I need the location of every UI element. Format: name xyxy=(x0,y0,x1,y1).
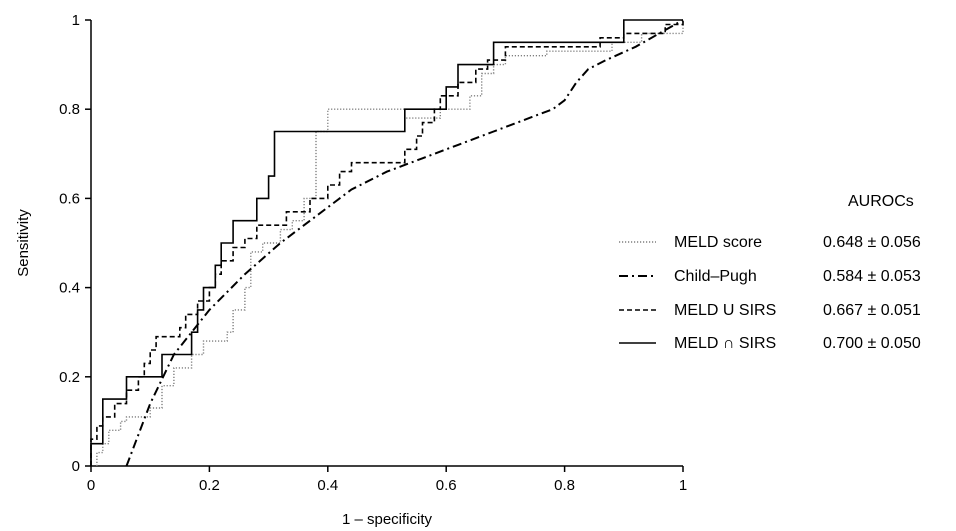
series-line-meld-sirs xyxy=(90,19,683,466)
legend-label: MELD score xyxy=(674,234,762,251)
axes xyxy=(90,20,683,467)
x-tick-label: 0.6 xyxy=(436,477,457,494)
legend-label: Child–Pugh xyxy=(674,268,757,285)
y-tick-label: 0.8 xyxy=(59,101,80,118)
legend-auroc-value: 0.648 ± 0.056 xyxy=(823,234,921,251)
series-line-meld-u-sirs xyxy=(90,20,684,466)
legend: AUROCs MELD score 0.648 ± 0.056 Child–Pugh 0… xyxy=(619,193,921,352)
ticks: 0 0.2 0.4 0.6 0.8 1 0 0.2 0.4 0.6 0.8 1 xyxy=(59,12,687,494)
x-tick-label: 0.8 xyxy=(554,477,575,494)
series-line-child-pugh xyxy=(125,19,684,467)
legend-auroc-value: 0.700 ± 0.050 xyxy=(823,335,921,352)
y-tick-label: 0.2 xyxy=(59,369,80,386)
x-tick-label: 0.2 xyxy=(199,477,220,494)
y-tick-label: 0.4 xyxy=(59,280,80,297)
legend-auroc-value: 0.584 ± 0.053 xyxy=(823,268,921,285)
series-group xyxy=(90,19,684,467)
y-tick-label: 0.6 xyxy=(59,190,80,207)
y-tick-label: 0 xyxy=(72,458,80,475)
legend-label: MELD ∩ SIRS xyxy=(674,335,776,352)
legend-auroc-value: 0.667 ± 0.051 xyxy=(823,302,921,319)
legend-title: AUROCs xyxy=(848,193,914,210)
x-tick-label: 1 xyxy=(679,477,687,494)
x-tick-label: 0.4 xyxy=(317,477,338,494)
x-tick-label: 0 xyxy=(87,477,95,494)
legend-label: MELD U SIRS xyxy=(674,302,776,319)
x-axis-title: 1 – specificity xyxy=(342,511,433,528)
y-axis-title: Sensitivity xyxy=(15,209,32,277)
y-tick-label: 1 xyxy=(72,12,80,29)
series-line-meld-score xyxy=(96,20,684,466)
